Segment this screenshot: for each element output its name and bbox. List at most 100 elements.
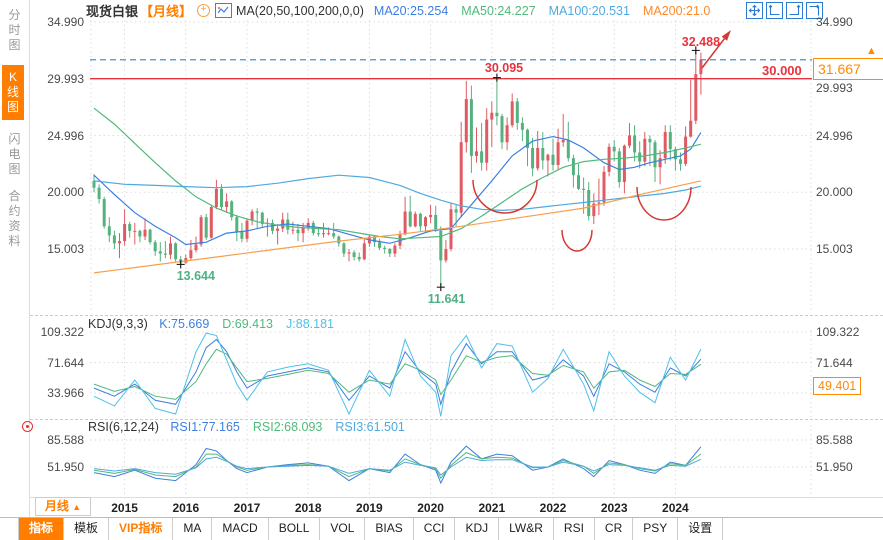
drawn-circle-annotation (636, 186, 692, 221)
cross-marker (691, 46, 700, 55)
bottom-tab-1[interactable]: 模板 (64, 518, 110, 540)
fit-right-axis-icon[interactable] (786, 2, 803, 19)
ma-legend-item: MA100:20.531 (548, 3, 630, 18)
oscillator-line-J (93, 332, 702, 417)
main-candlestick-chart[interactable] (90, 20, 812, 312)
indicator-legend-item: K:75.669 (159, 317, 210, 331)
drawn-circle-annotation (561, 229, 593, 252)
kdj-title: KDJ(9,3,3) (88, 317, 148, 331)
axis-label: 71.644 (816, 355, 853, 370)
candles-layer (92, 50, 703, 288)
sidebar-item-2[interactable]: 闪电图 (8, 132, 21, 176)
bottom-tab-6[interactable]: VOL (320, 518, 366, 540)
drawn-arrow-annotation (701, 32, 730, 69)
axis-label: 20.000 (47, 185, 84, 200)
kdj-header: KDJ(9,3,3) K:75.669 D:69.413 J:88.181 (88, 317, 347, 331)
bottom-tab-0[interactable]: 指标 (18, 518, 65, 540)
axis-label: 24.996 (47, 128, 84, 143)
x-axis-year-label: 2018 (294, 501, 322, 515)
x-axis-year-label: 2016 (172, 501, 200, 515)
resistance-line-label: 30.000 (762, 63, 802, 78)
bottom-tab-14[interactable]: 设置 (678, 518, 724, 540)
price-annotation: 32.488 (681, 35, 721, 50)
oscillator-line-RSI3 (93, 456, 702, 476)
rsi-header: RSI(6,12,24) RSI1:77.165 RSI2:68.093 RSI3:… (88, 420, 418, 434)
bottom-tab-2[interactable]: VIP指标 (109, 518, 174, 540)
axis-label: 29.993 (47, 71, 84, 86)
axis-label: 51.950 (816, 460, 853, 474)
x-axis-year-label: 2022 (539, 501, 567, 515)
cross-marker (436, 283, 445, 292)
kdj-legend: K:75.669 D:69.413 J:88.181 (159, 317, 347, 331)
bottom-tab-13[interactable]: PSY (633, 518, 679, 540)
ma-legend: MA20:25.254 MA50:24.227 MA100:20.531 MA200:… (374, 2, 723, 20)
bottom-tab-11[interactable]: RSI (554, 518, 595, 540)
pan-icon[interactable] (746, 2, 763, 19)
bottom-tab-4[interactable]: MACD (212, 518, 269, 540)
oscillator-line-RSI2 (93, 451, 702, 480)
drawn-circle-annotation (472, 179, 538, 214)
chart-toolbar-icons (746, 2, 823, 19)
period-tag[interactable]: 【月线】 (140, 4, 193, 19)
price-annotation: 11.641 (427, 292, 466, 307)
axis-label: 29.993 (816, 80, 853, 95)
period-selector-button[interactable]: 月线 ▲ (35, 497, 91, 516)
indicator-legend-item: RSI3:61.501 (335, 420, 405, 434)
rsi-legend: RSI1:77.165 RSI2:68.093 RSI3:61.501 (170, 420, 418, 434)
bottom-tab-10[interactable]: LW&R (499, 518, 554, 540)
price-pointer-icon: ▲ (866, 45, 877, 57)
indicator-chart-icon[interactable] (215, 3, 233, 18)
kdj-indicator-chart[interactable] (90, 330, 812, 418)
ma-legend-item: MA50:24.227 (461, 3, 536, 18)
axis-label: 15.003 (47, 241, 84, 256)
x-axis-year-label: 2019 (356, 501, 383, 515)
sidebar-item-0[interactable]: 分时图 (8, 8, 21, 52)
bottom-tab-5[interactable]: BOLL (269, 518, 321, 540)
axis-label: 85.588 (816, 433, 853, 447)
bottom-tab-12[interactable]: CR (595, 518, 634, 540)
panel-separator (30, 497, 883, 498)
cross-marker (492, 73, 501, 82)
sidebar-item-1[interactable]: K线图 (2, 65, 24, 120)
ma-line-MA100 (93, 174, 702, 212)
axis-label: 109.322 (40, 325, 84, 339)
axis-label: 15.003 (816, 241, 853, 256)
bottom-tab-3[interactable]: MA (173, 518, 213, 540)
add-compare-icon[interactable]: + (197, 4, 211, 17)
fit-left-axis-icon[interactable] (766, 2, 783, 19)
chart-header: 现货白银 【月线】 + MA(20,50,100,200,0,0) MA20:2… (86, 2, 723, 19)
sidebar-item-3[interactable]: 合约资料 (8, 189, 21, 248)
axis-label: 34.990 (47, 15, 84, 29)
oscillator-line-D (93, 348, 702, 400)
indicator-legend-item: RSI2:68.093 (252, 420, 323, 434)
oscillator-line-K (93, 338, 702, 407)
x-axis-year-label: 2024 (662, 501, 689, 515)
ma-legend-item: MA200:21.0 (642, 3, 711, 18)
symbol-name: 现货白银 (86, 4, 139, 19)
rsi-title: RSI(6,12,24) (88, 420, 159, 434)
x-axis-year-label: 2023 (600, 501, 628, 515)
triangle-up-icon: ▲ (72, 502, 82, 512)
bottom-tab-9[interactable]: KDJ (455, 518, 500, 540)
current-price-tag: 31.667 (813, 58, 883, 80)
x-axis-year-label: 2020 (417, 501, 444, 515)
bottom-tab-8[interactable]: CCI (414, 518, 456, 540)
period-label: 月线 (44, 499, 69, 513)
ma-formula: MA(20,50,100,200,0,0) (236, 3, 364, 18)
axis-label: 33.966 (47, 386, 84, 400)
axis-label: 71.644 (47, 355, 84, 370)
indicator-settings-icon[interactable] (22, 421, 33, 432)
indicator-legend-item: D:69.413 (222, 317, 274, 331)
price-annotation: 13.644 (176, 269, 215, 284)
axis-label: 109.322 (816, 325, 860, 339)
rsi-indicator-chart[interactable] (90, 425, 812, 500)
indicator-legend-item: J:88.181 (286, 317, 334, 331)
axis-label: 51.950 (47, 460, 84, 474)
ma-line-MA20 (93, 132, 702, 246)
shift-right-icon[interactable] (806, 2, 823, 19)
bottom-tab-7[interactable]: BIAS (365, 518, 414, 540)
x-axis-year-label: 2015 (111, 501, 138, 515)
panel-separator (30, 419, 883, 420)
axis-label: 20.000 (816, 185, 853, 200)
